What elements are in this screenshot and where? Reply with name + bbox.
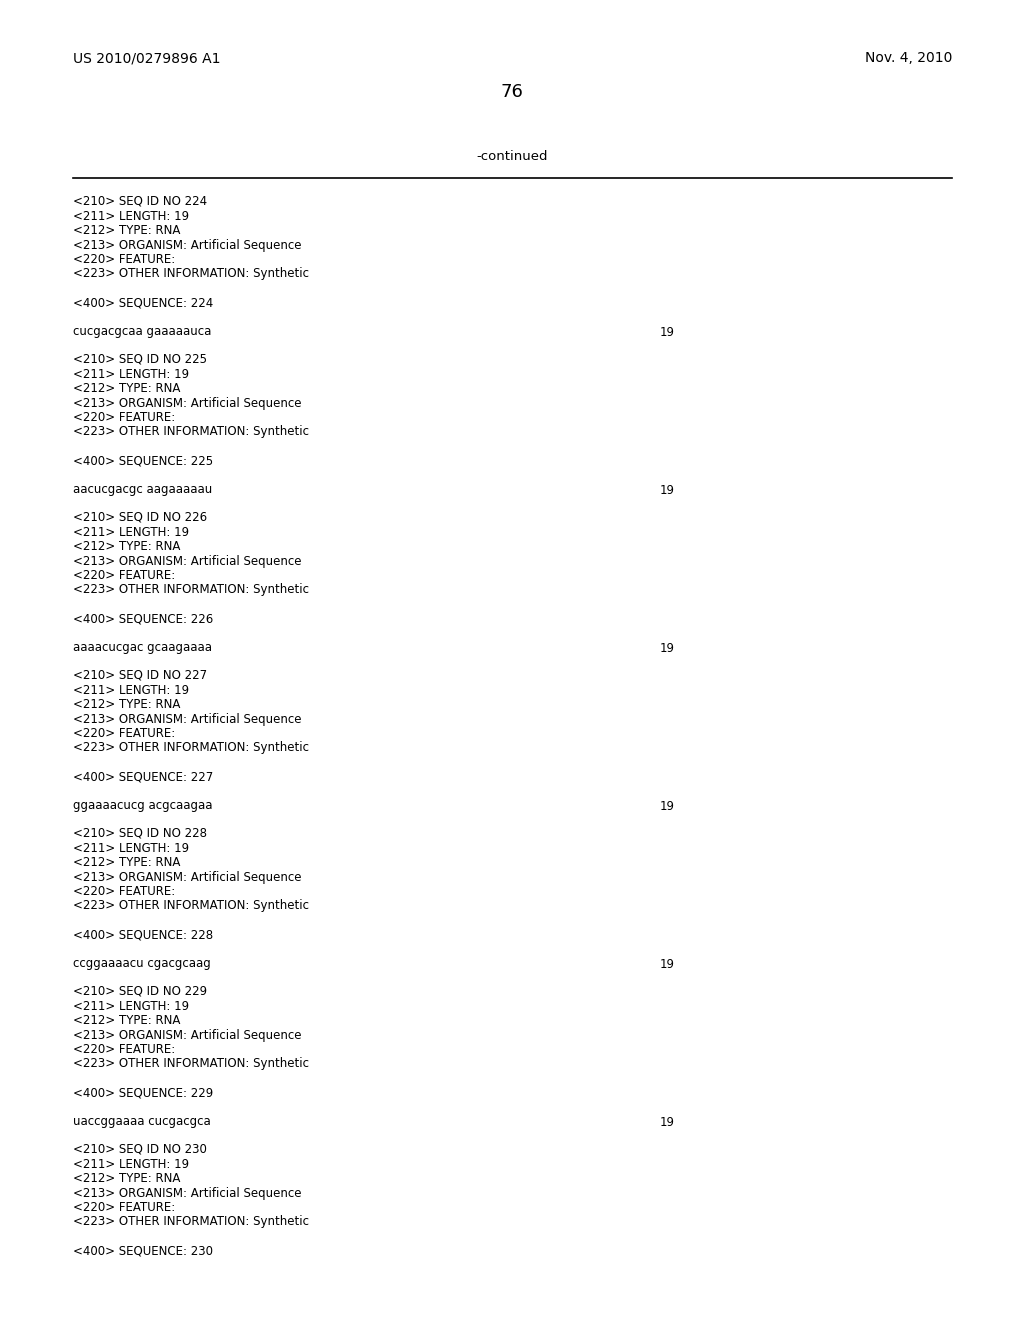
Text: aaaacucgac gcaagaaaa: aaaacucgac gcaagaaaa (73, 642, 212, 655)
Text: <212> TYPE: RNA: <212> TYPE: RNA (73, 1014, 180, 1027)
Text: <211> LENGTH: 19: <211> LENGTH: 19 (73, 684, 189, 697)
Text: <220> FEATURE:: <220> FEATURE: (73, 727, 175, 741)
Text: <211> LENGTH: 19: <211> LENGTH: 19 (73, 525, 189, 539)
Text: <212> TYPE: RNA: <212> TYPE: RNA (73, 1172, 180, 1185)
Text: aacucgacgc aagaaaaau: aacucgacgc aagaaaaau (73, 483, 212, 496)
Text: <400> SEQUENCE: 227: <400> SEQUENCE: 227 (73, 771, 213, 784)
Text: <210> SEQ ID NO 226: <210> SEQ ID NO 226 (73, 511, 207, 524)
Text: 76: 76 (501, 83, 523, 102)
Text: <223> OTHER INFORMATION: Synthetic: <223> OTHER INFORMATION: Synthetic (73, 583, 309, 597)
Text: -continued: -continued (476, 150, 548, 162)
Text: <211> LENGTH: 19: <211> LENGTH: 19 (73, 367, 189, 380)
Text: <210> SEQ ID NO 224: <210> SEQ ID NO 224 (73, 195, 207, 209)
Text: <223> OTHER INFORMATION: Synthetic: <223> OTHER INFORMATION: Synthetic (73, 425, 309, 438)
Text: <223> OTHER INFORMATION: Synthetic: <223> OTHER INFORMATION: Synthetic (73, 1216, 309, 1229)
Text: <212> TYPE: RNA: <212> TYPE: RNA (73, 381, 180, 395)
Text: <212> TYPE: RNA: <212> TYPE: RNA (73, 855, 180, 869)
Text: <210> SEQ ID NO 225: <210> SEQ ID NO 225 (73, 352, 207, 366)
Text: <213> ORGANISM: Artificial Sequence: <213> ORGANISM: Artificial Sequence (73, 870, 301, 883)
Text: ccggaaaacu cgacgcaag: ccggaaaacu cgacgcaag (73, 957, 211, 970)
Text: <220> FEATURE:: <220> FEATURE: (73, 569, 175, 582)
Text: <400> SEQUENCE: 226: <400> SEQUENCE: 226 (73, 612, 213, 626)
Text: <213> ORGANISM: Artificial Sequence: <213> ORGANISM: Artificial Sequence (73, 1187, 301, 1200)
Text: <212> TYPE: RNA: <212> TYPE: RNA (73, 540, 180, 553)
Text: 19: 19 (660, 957, 675, 970)
Text: cucgacgcaa gaaaaauca: cucgacgcaa gaaaaauca (73, 326, 211, 338)
Text: <212> TYPE: RNA: <212> TYPE: RNA (73, 224, 180, 238)
Text: US 2010/0279896 A1: US 2010/0279896 A1 (73, 51, 220, 65)
Text: <223> OTHER INFORMATION: Synthetic: <223> OTHER INFORMATION: Synthetic (73, 899, 309, 912)
Text: <400> SEQUENCE: 228: <400> SEQUENCE: 228 (73, 928, 213, 941)
Text: <400> SEQUENCE: 229: <400> SEQUENCE: 229 (73, 1086, 213, 1100)
Text: <220> FEATURE:: <220> FEATURE: (73, 884, 175, 898)
Text: <223> OTHER INFORMATION: Synthetic: <223> OTHER INFORMATION: Synthetic (73, 268, 309, 281)
Text: <213> ORGANISM: Artificial Sequence: <213> ORGANISM: Artificial Sequence (73, 396, 301, 409)
Text: 19: 19 (660, 642, 675, 655)
Text: <210> SEQ ID NO 228: <210> SEQ ID NO 228 (73, 828, 207, 840)
Text: <213> ORGANISM: Artificial Sequence: <213> ORGANISM: Artificial Sequence (73, 554, 301, 568)
Text: <220> FEATURE:: <220> FEATURE: (73, 411, 175, 424)
Text: <223> OTHER INFORMATION: Synthetic: <223> OTHER INFORMATION: Synthetic (73, 742, 309, 755)
Text: <213> ORGANISM: Artificial Sequence: <213> ORGANISM: Artificial Sequence (73, 713, 301, 726)
Text: <211> LENGTH: 19: <211> LENGTH: 19 (73, 842, 189, 854)
Text: 19: 19 (660, 483, 675, 496)
Text: <211> LENGTH: 19: <211> LENGTH: 19 (73, 1158, 189, 1171)
Text: <210> SEQ ID NO 229: <210> SEQ ID NO 229 (73, 985, 207, 998)
Text: 19: 19 (660, 800, 675, 813)
Text: uaccggaaaa cucgacgca: uaccggaaaa cucgacgca (73, 1115, 211, 1129)
Text: <220> FEATURE:: <220> FEATURE: (73, 253, 175, 267)
Text: <220> FEATURE:: <220> FEATURE: (73, 1043, 175, 1056)
Text: Nov. 4, 2010: Nov. 4, 2010 (864, 51, 952, 65)
Text: <213> ORGANISM: Artificial Sequence: <213> ORGANISM: Artificial Sequence (73, 239, 301, 252)
Text: ggaaaacucg acgcaagaa: ggaaaacucg acgcaagaa (73, 800, 213, 813)
Text: <213> ORGANISM: Artificial Sequence: <213> ORGANISM: Artificial Sequence (73, 1028, 301, 1041)
Text: <400> SEQUENCE: 224: <400> SEQUENCE: 224 (73, 297, 213, 309)
Text: <212> TYPE: RNA: <212> TYPE: RNA (73, 698, 180, 711)
Text: <223> OTHER INFORMATION: Synthetic: <223> OTHER INFORMATION: Synthetic (73, 1057, 309, 1071)
Text: <211> LENGTH: 19: <211> LENGTH: 19 (73, 210, 189, 223)
Text: 19: 19 (660, 326, 675, 338)
Text: <400> SEQUENCE: 230: <400> SEQUENCE: 230 (73, 1245, 213, 1258)
Text: <400> SEQUENCE: 225: <400> SEQUENCE: 225 (73, 454, 213, 467)
Text: <211> LENGTH: 19: <211> LENGTH: 19 (73, 999, 189, 1012)
Text: 19: 19 (660, 1115, 675, 1129)
Text: <220> FEATURE:: <220> FEATURE: (73, 1201, 175, 1214)
Text: <210> SEQ ID NO 227: <210> SEQ ID NO 227 (73, 669, 207, 682)
Text: <210> SEQ ID NO 230: <210> SEQ ID NO 230 (73, 1143, 207, 1156)
